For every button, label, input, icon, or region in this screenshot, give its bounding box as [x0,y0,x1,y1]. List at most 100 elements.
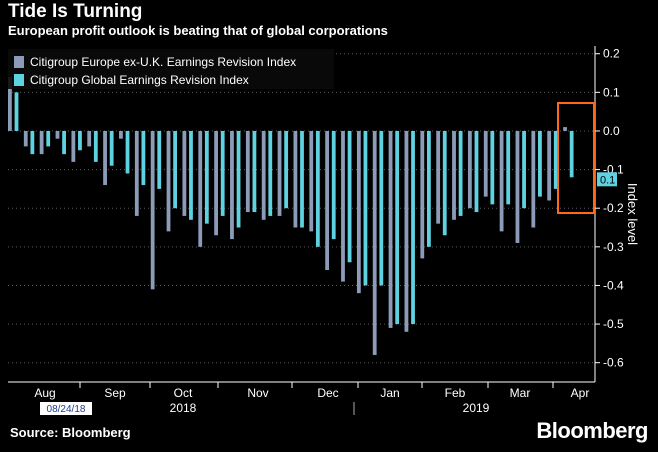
legend-swatch [14,56,24,68]
bar-global [538,130,542,197]
bar-global [204,130,209,224]
bar-europe [166,130,171,232]
bar-global [458,130,463,216]
y-axis-label: Index level [625,183,640,245]
x-tick-label: Nov [247,386,268,400]
bar-global [490,130,495,205]
bar-europe [8,76,12,131]
bar-europe [356,130,361,294]
bar-europe [87,130,92,147]
bar-global [363,130,368,286]
legend: Citigroup Europe ex-U.K. Earnings Revisi… [8,49,334,89]
bar-europe [134,130,139,216]
x-tick-label: Sep [104,386,126,400]
x-tick-label: Apr [571,386,590,400]
bar-global [252,130,257,213]
chart-title: Tide Is Turning [8,1,143,22]
bar-europe [372,130,377,355]
y-tick-label: -0.5 [603,317,624,331]
bar-global [109,130,114,166]
bar-europe [436,130,441,224]
bar-global [379,130,384,286]
source-note: Source: Bloomberg [10,425,131,440]
x-tick-label: Aug [34,386,55,400]
bar-global [93,130,98,162]
bar-europe [71,130,76,162]
y-tick-label: 0.0 [603,124,620,138]
bar-europe [547,130,552,201]
bar-europe [404,130,409,332]
bar-global [236,130,241,228]
y-tick-label: -0.6 [603,356,624,370]
bar-europe [388,130,393,328]
bar-europe [483,130,488,197]
year-label: 2019 [463,401,490,415]
legend-label: Citigroup Europe ex-U.K. Earnings Revisi… [30,55,296,69]
x-axis: Aug Sep Oct Nov Dec Jan Feb Mar Apr 2018 2019 08/24… [8,381,595,415]
bar-europe [103,130,107,186]
bar-global [141,130,146,186]
highlight-box [557,102,595,214]
bar-europe [261,130,266,220]
legend-swatch [14,74,24,86]
bar-europe [230,130,234,240]
bar-global [442,130,447,236]
last-value-badge [597,172,617,187]
bar-europe [452,130,456,220]
bar-global [125,130,130,174]
y-tick-label: -0.3 [603,240,624,254]
bar-global [411,130,415,325]
start-date-badge [40,402,92,415]
bar-global [62,130,66,155]
bar-global [426,130,431,247]
highlight-rectangle [557,102,595,214]
bar-europe [245,130,250,213]
bar-europe [182,130,187,216]
bar-global [300,130,304,228]
x-tick-label: Mar [510,386,531,400]
x-tick-label: Dec [317,386,338,400]
x-tick-label: Feb [445,386,466,400]
bar-europe [119,130,123,139]
bloomberg-logo: Bloomberg [536,418,648,443]
legend-box [8,49,334,89]
bar-global [14,92,19,131]
bar-global [506,130,511,205]
bar-europe [515,130,520,243]
year-label: 2018 [170,401,197,415]
bar-global [268,130,273,216]
bar-global [474,130,479,213]
bar-europe [325,130,330,270]
bar-global [189,130,193,220]
bar-europe [563,127,567,131]
bar-global [315,130,320,247]
bar-global [553,130,558,189]
bar-global [284,130,289,209]
legend-label: Citigroup Global Earnings Revision Index [30,73,249,87]
bar-europe [23,130,28,147]
bar-europe [531,130,536,228]
x-tick-label: Oct [174,386,193,400]
y-tick-label: -0.2 [603,201,624,215]
last-value-label: 0.1 [600,174,615,186]
bar-europe [420,130,425,259]
bar-series [8,76,574,355]
bar-europe [150,130,155,290]
bar-global [569,130,574,178]
bar-europe [309,130,314,232]
bar-global [395,130,400,325]
y-tick-label: 0.1 [603,85,620,99]
y-tick-label: -0.4 [603,278,624,292]
bar-global [78,130,82,151]
bar-europe [341,130,345,282]
bar-europe [293,130,298,228]
y-tick-label: 0.2 [603,47,620,61]
bar-global [157,130,162,189]
x-tick-label: Jan [380,386,399,400]
start-date-label: 08/24/18 [47,404,86,415]
bar-europe [39,130,44,155]
bar-global [173,130,178,209]
bar-global [522,130,526,209]
